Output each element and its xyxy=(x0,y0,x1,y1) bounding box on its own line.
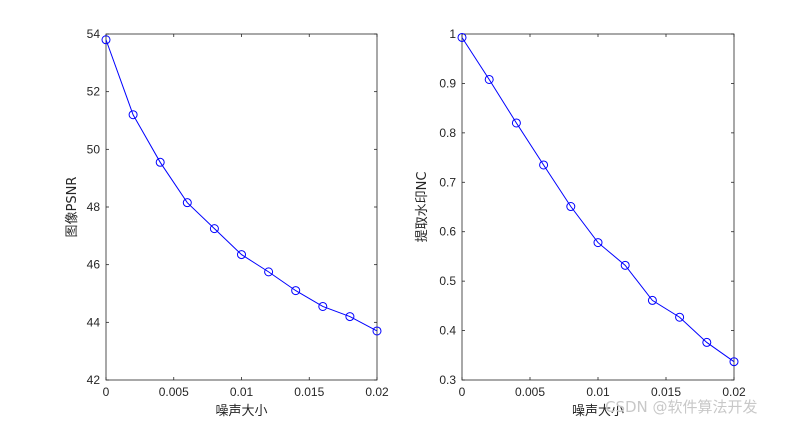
y-tick-label: 50 xyxy=(87,142,101,156)
data-point xyxy=(593,238,603,248)
series-line xyxy=(461,37,735,363)
data-point xyxy=(702,337,712,347)
x-axis-label: 噪声大小 xyxy=(572,404,624,419)
y-tick-label: 46 xyxy=(87,258,101,272)
data-point xyxy=(647,295,657,305)
y-tick-label: 42 xyxy=(87,373,101,387)
data-point xyxy=(182,198,192,208)
y-axis-label: 提取水印NC xyxy=(414,172,430,243)
y-tick-label: 0.8 xyxy=(439,126,456,140)
x-tick-label: 0.015 xyxy=(294,385,324,399)
data-point xyxy=(155,157,165,167)
x-tick-label: 0.01 xyxy=(586,385,610,399)
plot-area xyxy=(461,33,735,381)
data-point xyxy=(101,35,111,45)
y-tick-label: 54 xyxy=(87,27,101,41)
y-tick-label: 0.7 xyxy=(439,175,456,189)
series-line xyxy=(105,39,378,332)
y-tick-label: 0.5 xyxy=(439,274,456,288)
data-point xyxy=(291,286,301,296)
watermark: CSDN @软件算法开发 xyxy=(605,398,758,416)
y-tick-label: 0.6 xyxy=(439,225,456,239)
x-tick-label: 0 xyxy=(103,385,110,399)
y-tick-label: 52 xyxy=(87,85,101,99)
y-tick-label: 0.4 xyxy=(439,324,456,338)
x-tick-label: 0 xyxy=(459,385,466,399)
y-tick-label: 0.9 xyxy=(439,76,456,90)
data-point xyxy=(484,74,494,84)
y-tick-label: 48 xyxy=(87,200,101,214)
y-tick-label: 44 xyxy=(87,315,101,329)
x-axis-label: 噪声大小 xyxy=(215,404,267,419)
data-point xyxy=(209,224,219,234)
y-tick-label: 0.3 xyxy=(439,373,456,387)
data-point xyxy=(128,110,138,120)
data-point xyxy=(539,160,549,170)
data-point xyxy=(345,312,355,322)
x-tick-label: 0.015 xyxy=(651,385,681,399)
data-point xyxy=(729,357,739,367)
x-tick-label: 0.02 xyxy=(722,385,746,399)
data-point xyxy=(675,312,685,322)
data-point xyxy=(511,118,521,128)
psnr-chart: 0 0.005 0.01 0.015 0.02 42 44 46 48 50 52 54 噪声大小 图像P… xyxy=(65,27,389,419)
x-tick-label: 0.01 xyxy=(230,385,254,399)
data-point xyxy=(264,267,274,277)
data-point xyxy=(566,202,576,212)
data-point xyxy=(372,326,382,336)
y-tick-label: 1 xyxy=(449,27,456,41)
y-axis-label: 图像PSNR xyxy=(65,177,80,238)
plot-area xyxy=(105,33,378,381)
data-point xyxy=(237,250,246,260)
x-tick-label: 0.005 xyxy=(515,385,545,399)
x-tick-label: 0.005 xyxy=(159,385,189,399)
data-point xyxy=(620,260,630,270)
x-tick-label: 0.02 xyxy=(365,385,389,399)
data-point xyxy=(318,301,328,311)
nc-chart: 0 0.005 0.01 0.015 0.02 0.3 0.4 0.5 0.6 0.7 0.8 0.9… xyxy=(414,27,746,419)
data-point xyxy=(457,32,467,42)
